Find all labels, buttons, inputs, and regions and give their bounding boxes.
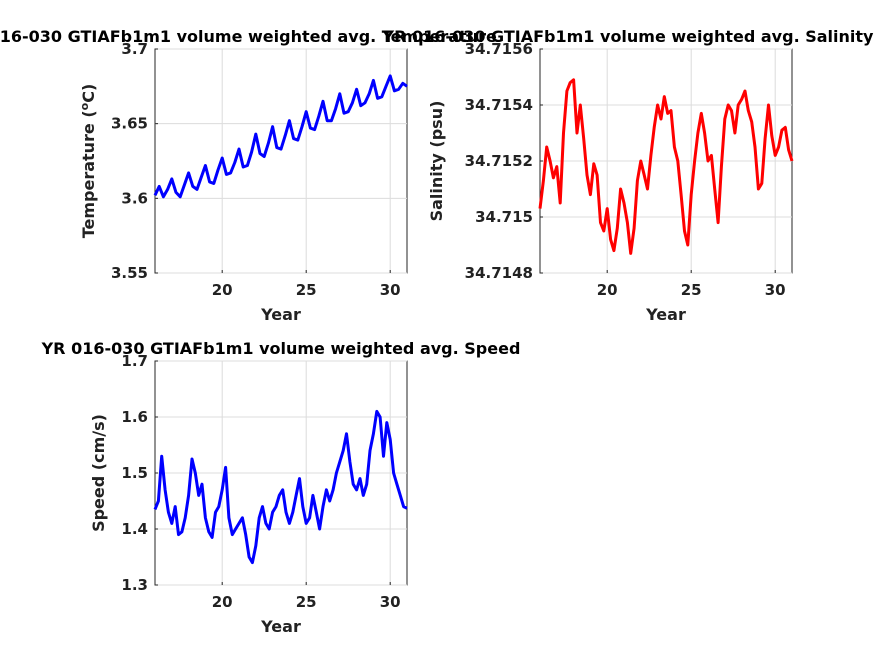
temp-x-tick-label: 20 <box>212 281 233 299</box>
salt-x-tick-label: 20 <box>597 281 618 299</box>
salinity-title: YR 016-030 GTIAFb1m1 volume weighted avg… <box>382 27 874 46</box>
speed-y-tick-label: 1.3 <box>121 576 148 594</box>
temperature-y-label-tail: C) <box>79 84 98 103</box>
speed-x-label: Year <box>260 617 301 636</box>
temperature-y-ticks: 3.55 3.6 3.65 3.7 <box>111 40 158 282</box>
temperature-title: YR 016-030 GTIAFb1m1 volume weighted avg… <box>0 27 497 46</box>
temperature-x-label: Year <box>260 305 301 324</box>
temperature-x-ticks: 20 25 30 <box>212 270 401 299</box>
temp-y-tick-label: 3.7 <box>121 40 148 58</box>
temperature-axes <box>154 48 408 274</box>
speed-series-line <box>153 409 408 565</box>
salinity-x-ticks: 20 25 30 <box>597 270 786 299</box>
speed-y-tick-label: 1.5 <box>121 464 148 482</box>
speed-y-tick-label: 1.6 <box>121 408 148 426</box>
salinity-x-label: Year <box>645 305 686 324</box>
temperature-y-label-head: Temperature ( <box>79 110 98 238</box>
salinity-y-ticks: 34.7148 34.715 34.7152 34.7154 34.7156 <box>465 40 543 282</box>
salinity-panel: YR 016-030 GTIAFb1m1 volume weighted avg… <box>382 27 874 324</box>
salt-x-tick-label: 25 <box>681 281 702 299</box>
temp-x-tick-label: 30 <box>380 281 401 299</box>
temperature-y-label-degree: o <box>78 102 91 110</box>
salinity-series-line <box>538 78 794 255</box>
temp-y-tick-label: 3.55 <box>111 264 148 282</box>
speed-panel: YR 016-030 GTIAFb1m1 volume weighted avg… <box>41 339 521 636</box>
temperature-panel: YR 016-030 GTIAFb1m1 volume weighted avg… <box>0 27 497 324</box>
speed-x-ticks: 20 25 30 <box>212 582 401 611</box>
salt-y-tick-label: 34.7148 <box>465 264 533 282</box>
salinity-y-label: Salinity (psu) <box>427 101 446 222</box>
speed-grid <box>155 360 407 586</box>
salt-y-tick-label: 34.715 <box>475 208 533 226</box>
speed-y-tick-label: 1.4 <box>121 520 148 538</box>
speed-x-tick-label: 30 <box>380 593 401 611</box>
temp-y-tick-label: 3.6 <box>121 189 148 207</box>
salinity-grid <box>540 48 792 274</box>
speed-y-tick-label: 1.7 <box>121 352 148 370</box>
speed-title: YR 016-030 GTIAFb1m1 volume weighted avg… <box>41 339 521 358</box>
speed-y-label: Speed (cm/s) <box>89 414 108 532</box>
temperature-series-line <box>153 74 408 199</box>
salt-y-tick-label: 34.7154 <box>465 96 533 114</box>
salt-x-tick-label: 30 <box>765 281 786 299</box>
salt-y-tick-label: 34.7156 <box>465 40 533 58</box>
temp-x-tick-label: 25 <box>296 281 317 299</box>
salt-y-tick-label: 34.7152 <box>465 152 533 170</box>
speed-y-ticks: 1.3 1.4 1.5 1.6 1.7 <box>121 352 158 594</box>
speed-x-tick-label: 25 <box>296 593 317 611</box>
temperature-y-label: Temperature (oC) <box>78 84 98 239</box>
temp-y-tick-label: 3.65 <box>111 115 148 133</box>
speed-x-tick-label: 20 <box>212 593 233 611</box>
